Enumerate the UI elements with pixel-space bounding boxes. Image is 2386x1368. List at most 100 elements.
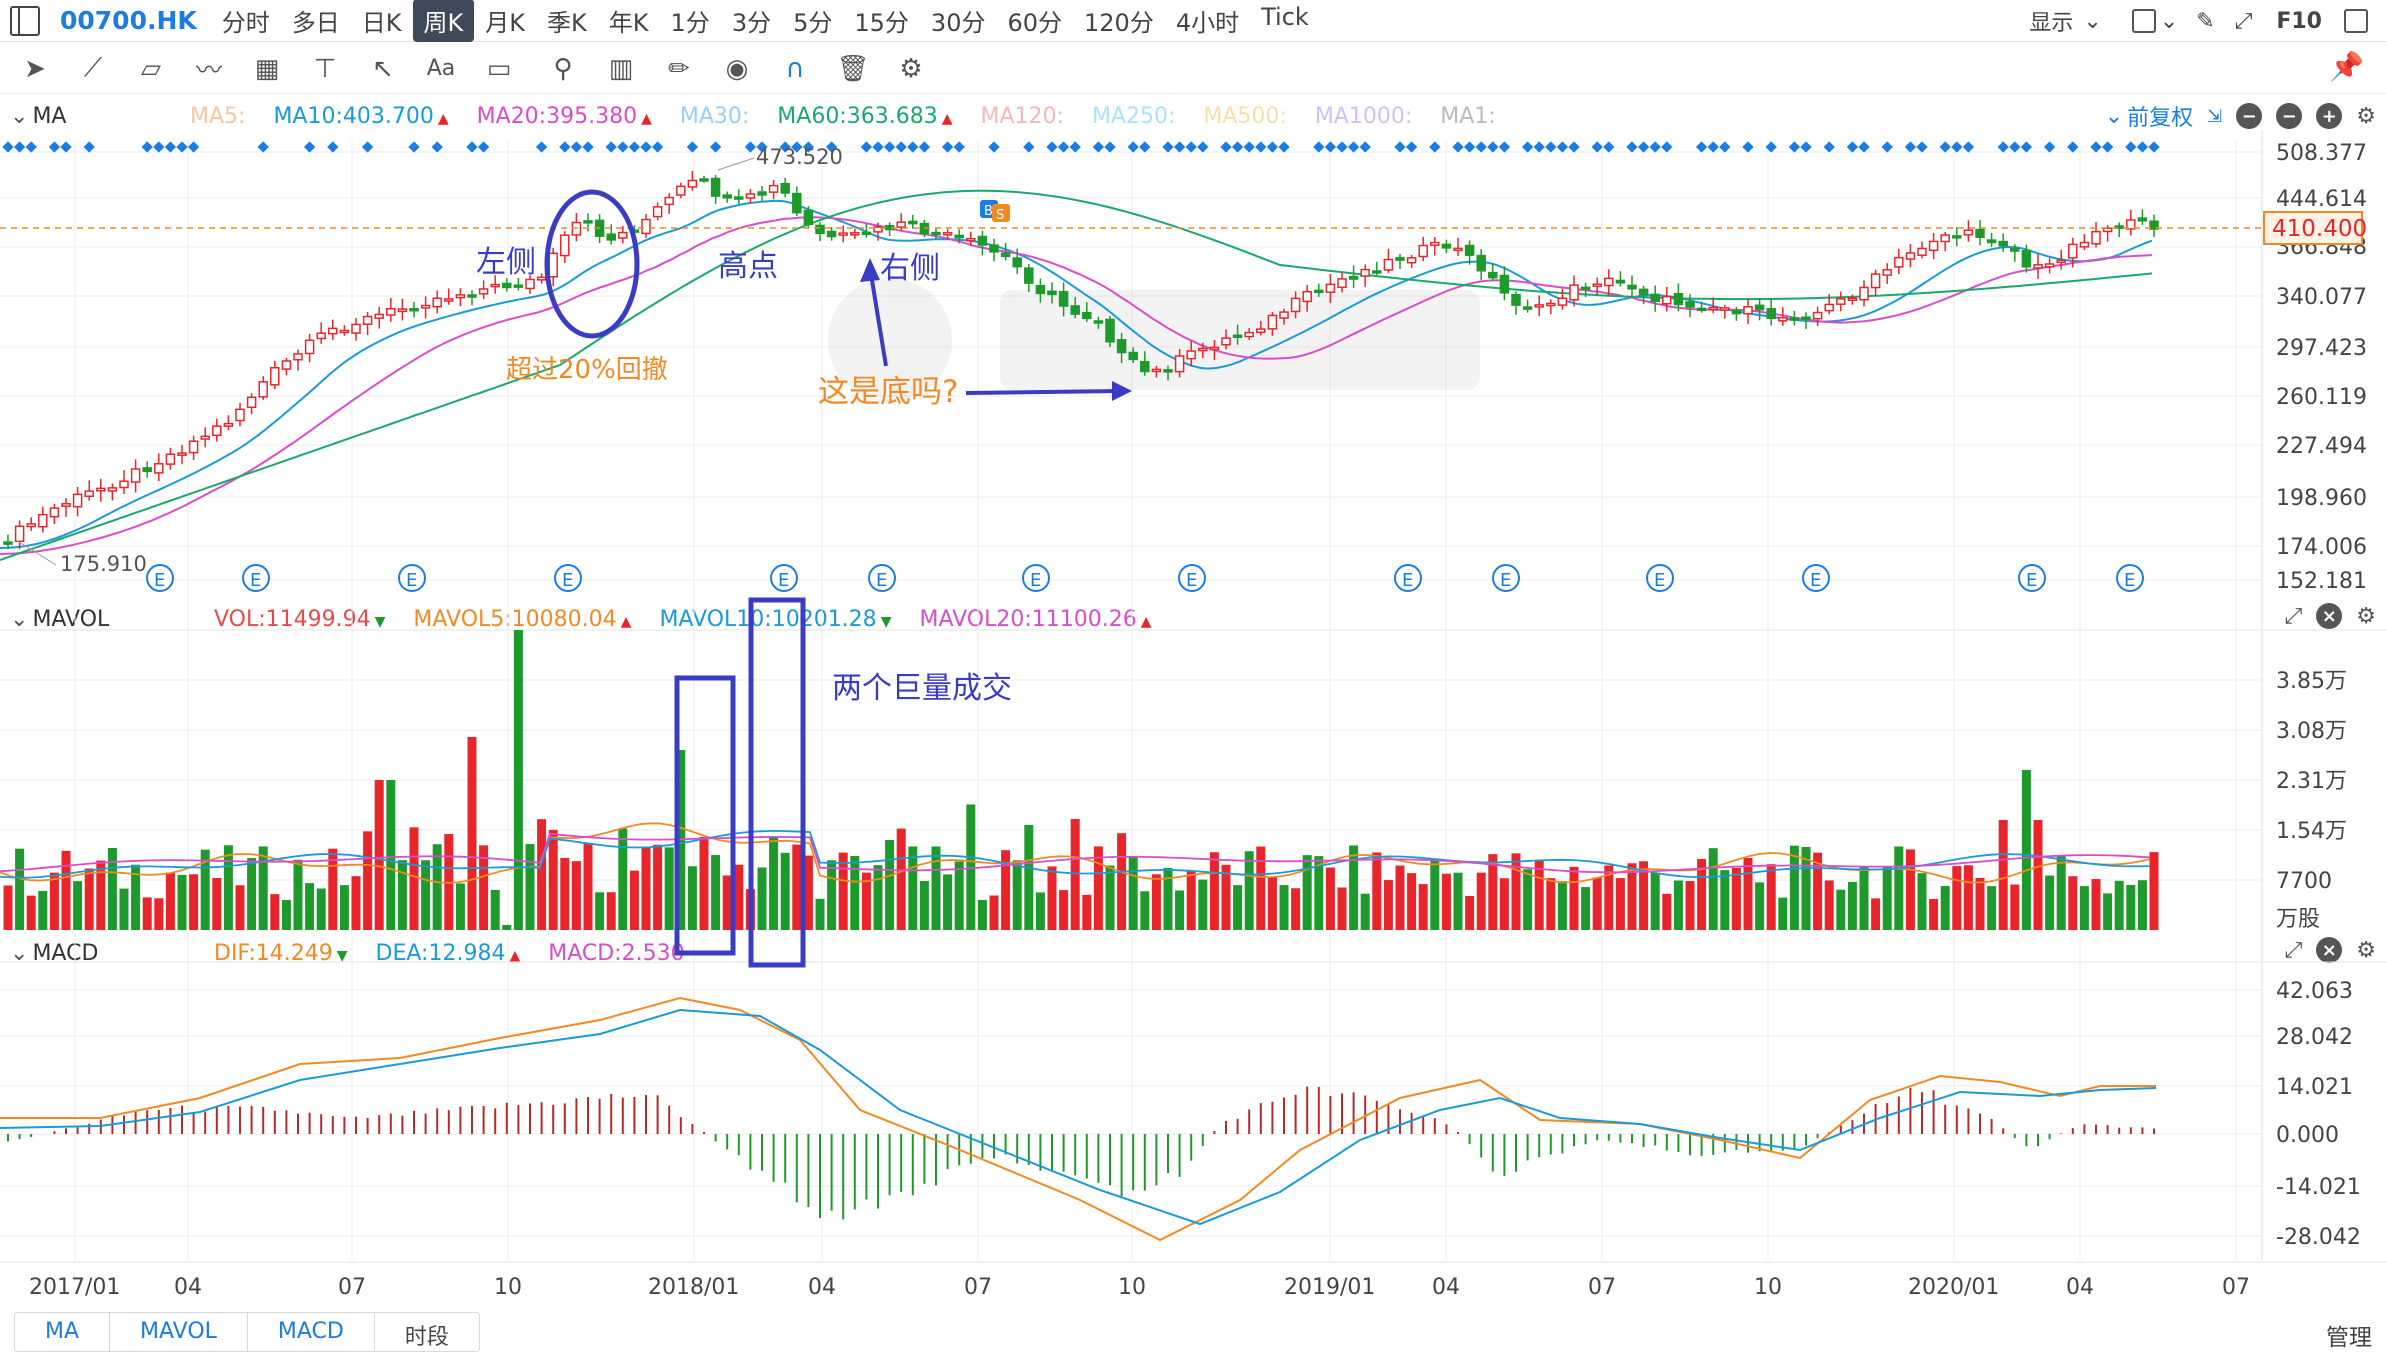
- volume-bar: [2149, 852, 2159, 930]
- period-tab[interactable]: 5分: [793, 9, 833, 37]
- pen-icon[interactable]: ✏: [668, 53, 690, 84]
- search-icon[interactable]: ⚲: [553, 53, 573, 84]
- signal-diamond: [582, 141, 594, 153]
- expand-icon[interactable]: ⤢: [2284, 603, 2303, 629]
- plus-icon[interactable]: +: [2316, 103, 2343, 129]
- period-tab[interactable]: 月K: [485, 9, 526, 37]
- minus-icon[interactable]: −: [2236, 103, 2263, 129]
- magnet-icon[interactable]: ∩: [785, 53, 805, 84]
- brush-icon[interactable]: ✎: [2196, 8, 2215, 34]
- eye-icon[interactable]: ◉: [725, 53, 749, 84]
- ma-indicator-name[interactable]: MA: [10, 104, 190, 129]
- fib-icon[interactable]: ▦: [254, 53, 280, 84]
- square-icon[interactable]: [2131, 9, 2156, 33]
- volume-bar: [757, 867, 767, 930]
- earnings-marker-circle: [1394, 564, 1422, 592]
- candle-body: [1859, 286, 1869, 301]
- fullscreen-icon[interactable]: ⤢: [2234, 8, 2253, 34]
- chevron-down-icon[interactable]: ⌄: [2083, 8, 2102, 34]
- legend-item: MACD:2.530: [548, 941, 684, 966]
- close-icon[interactable]: ×: [2316, 937, 2343, 963]
- tab-ma[interactable]: MA: [15, 1313, 111, 1351]
- legend-arrow: ▲: [509, 947, 521, 964]
- signal-diamond: [327, 141, 339, 153]
- legend-item: MAVOL5:10080.04 ▲: [413, 607, 631, 632]
- ray-icon[interactable]: ⊤: [313, 53, 337, 84]
- ma-legend: MA5: MA10:403.700 ▲ MA20:395.380 ▲ MA30: MA60:…: [190, 104, 1524, 129]
- time-tick: 07: [1588, 1275, 1616, 1300]
- period-tab[interactable]: 4小时: [1175, 9, 1240, 37]
- candle-body: [61, 503, 71, 507]
- display-menu[interactable]: 显示: [2029, 11, 2074, 36]
- period-tab[interactable]: 30分: [930, 9, 986, 37]
- candle-body: [502, 282, 512, 289]
- text-tool-icon[interactable]: Aa: [426, 56, 456, 81]
- chevron-down-icon[interactable]: ⌄: [2104, 103, 2124, 129]
- macd-indicator-name[interactable]: MACD: [10, 941, 190, 966]
- manage-button[interactable]: 管理: [2326, 1325, 2372, 1351]
- window-icon[interactable]: [2344, 9, 2368, 33]
- period-tab[interactable]: 多日: [291, 9, 340, 37]
- period-tab[interactable]: 日K: [361, 9, 402, 37]
- period-tab[interactable]: 15分: [854, 9, 909, 37]
- tab-session[interactable]: 时段: [404, 1325, 449, 1350]
- time-tick: 10: [494, 1275, 522, 1300]
- candle-body: [710, 177, 721, 197]
- comment-icon[interactable]: ▭: [486, 53, 512, 84]
- candle-body: [1499, 274, 1510, 294]
- signal-diamond: [1556, 141, 1569, 153]
- tab-macd[interactable]: MACD: [248, 1313, 375, 1351]
- gear-icon[interactable]: ⚙: [2356, 603, 2376, 629]
- period-tab[interactable]: 3分: [731, 9, 772, 37]
- candle-body: [2033, 264, 2043, 269]
- chevron-down-icon[interactable]: ⌄: [2159, 8, 2179, 34]
- wave-icon[interactable]: 〰: [195, 56, 222, 86]
- ticker-symbol[interactable]: 00700.HK: [60, 6, 197, 35]
- period-tab[interactable]: 年K: [608, 9, 649, 37]
- period-tab[interactable]: 60分: [1007, 9, 1063, 37]
- chart-tool-icon[interactable]: ▥: [608, 53, 634, 84]
- signal-diamond: [1046, 141, 1058, 153]
- xy-scale-icon[interactable]: ⇲: [2207, 105, 2223, 127]
- arrow-right-head: [1112, 381, 1132, 401]
- candle-body: [931, 231, 941, 236]
- f10-button[interactable]: F10: [2276, 8, 2322, 34]
- signal-diamond: [1962, 141, 1975, 153]
- volume-bar: [1430, 859, 1440, 930]
- volume-bar: [1639, 861, 1649, 930]
- pin-icon[interactable]: 📌: [2329, 50, 2364, 83]
- sidebar-toggle-icon[interactable]: [10, 5, 40, 36]
- period-tab[interactable]: 周K: [412, 0, 475, 42]
- period-tab[interactable]: 分时: [221, 9, 270, 37]
- channel-icon[interactable]: ▱: [141, 53, 161, 84]
- period-tab[interactable]: 1分: [670, 9, 710, 37]
- period-tab[interactable]: 季K: [547, 9, 587, 37]
- tab-mavol[interactable]: MAVOL: [110, 1313, 248, 1351]
- candle-body: [444, 298, 454, 302]
- period-tab[interactable]: Tick: [1261, 3, 1309, 31]
- line-icon[interactable]: ⟋: [83, 53, 103, 83]
- trash-icon[interactable]: 🗑: [836, 53, 870, 84]
- volume-bar: [885, 840, 895, 930]
- expand-icon[interactable]: ⤢: [2284, 937, 2303, 963]
- signal-diamond: [1336, 141, 1348, 153]
- candle-body: [2010, 247, 2020, 252]
- gear-icon[interactable]: ⚙: [2356, 937, 2376, 963]
- volume-bar: [1743, 857, 1753, 930]
- signal-diamond: [1533, 141, 1545, 153]
- minus-icon[interactable]: −: [2276, 103, 2303, 129]
- mavol-indicator-name[interactable]: MAVOL: [10, 607, 190, 632]
- arrow-icon[interactable]: ↖: [372, 53, 394, 84]
- time-tick: 07: [964, 1275, 992, 1300]
- signal-diamond: [883, 141, 896, 153]
- gear-icon[interactable]: ⚙: [899, 53, 923, 84]
- close-icon[interactable]: ×: [2316, 603, 2343, 629]
- adjust-mode-select[interactable]: 前复权: [2127, 106, 2194, 131]
- period-tab[interactable]: 120分: [1084, 9, 1154, 37]
- signal-diamond: [1463, 141, 1476, 153]
- gear-icon[interactable]: ⚙: [2356, 103, 2376, 129]
- legend-item: VOL:11499.94 ▼: [214, 607, 385, 632]
- cursor-icon[interactable]: ➤: [24, 53, 46, 84]
- volume-bar: [1488, 854, 1498, 930]
